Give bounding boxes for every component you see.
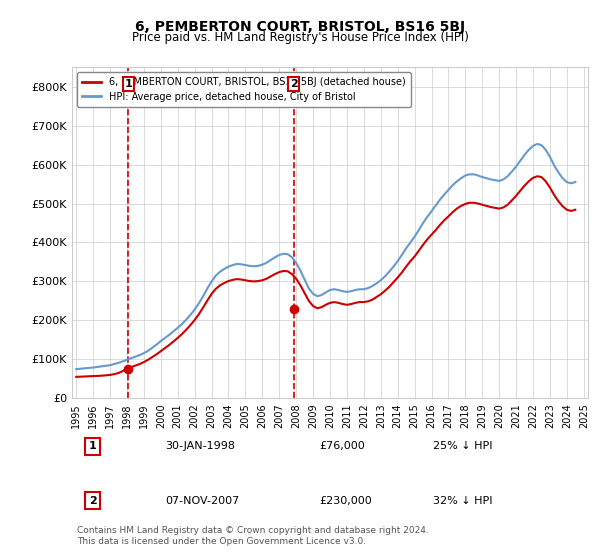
Text: 07-NOV-2007: 07-NOV-2007: [165, 496, 239, 506]
Text: 2: 2: [89, 496, 97, 506]
Text: 25% ↓ HPI: 25% ↓ HPI: [433, 441, 493, 451]
Text: £230,000: £230,000: [320, 496, 373, 506]
Text: £76,000: £76,000: [320, 441, 365, 451]
Legend: 6, PEMBERTON COURT, BRISTOL, BS16 5BJ (detached house), HPI: Average price, deta: 6, PEMBERTON COURT, BRISTOL, BS16 5BJ (d…: [77, 72, 410, 106]
Text: Contains HM Land Registry data © Crown copyright and database right 2024.
This d: Contains HM Land Registry data © Crown c…: [77, 526, 429, 546]
Text: 2: 2: [290, 79, 298, 89]
Text: 30-JAN-1998: 30-JAN-1998: [165, 441, 235, 451]
Text: 1: 1: [124, 79, 132, 89]
Text: 6, PEMBERTON COURT, BRISTOL, BS16 5BJ: 6, PEMBERTON COURT, BRISTOL, BS16 5BJ: [135, 20, 465, 34]
Text: Price paid vs. HM Land Registry's House Price Index (HPI): Price paid vs. HM Land Registry's House …: [131, 31, 469, 44]
Text: 32% ↓ HPI: 32% ↓ HPI: [433, 496, 493, 506]
Text: 1: 1: [89, 441, 97, 451]
